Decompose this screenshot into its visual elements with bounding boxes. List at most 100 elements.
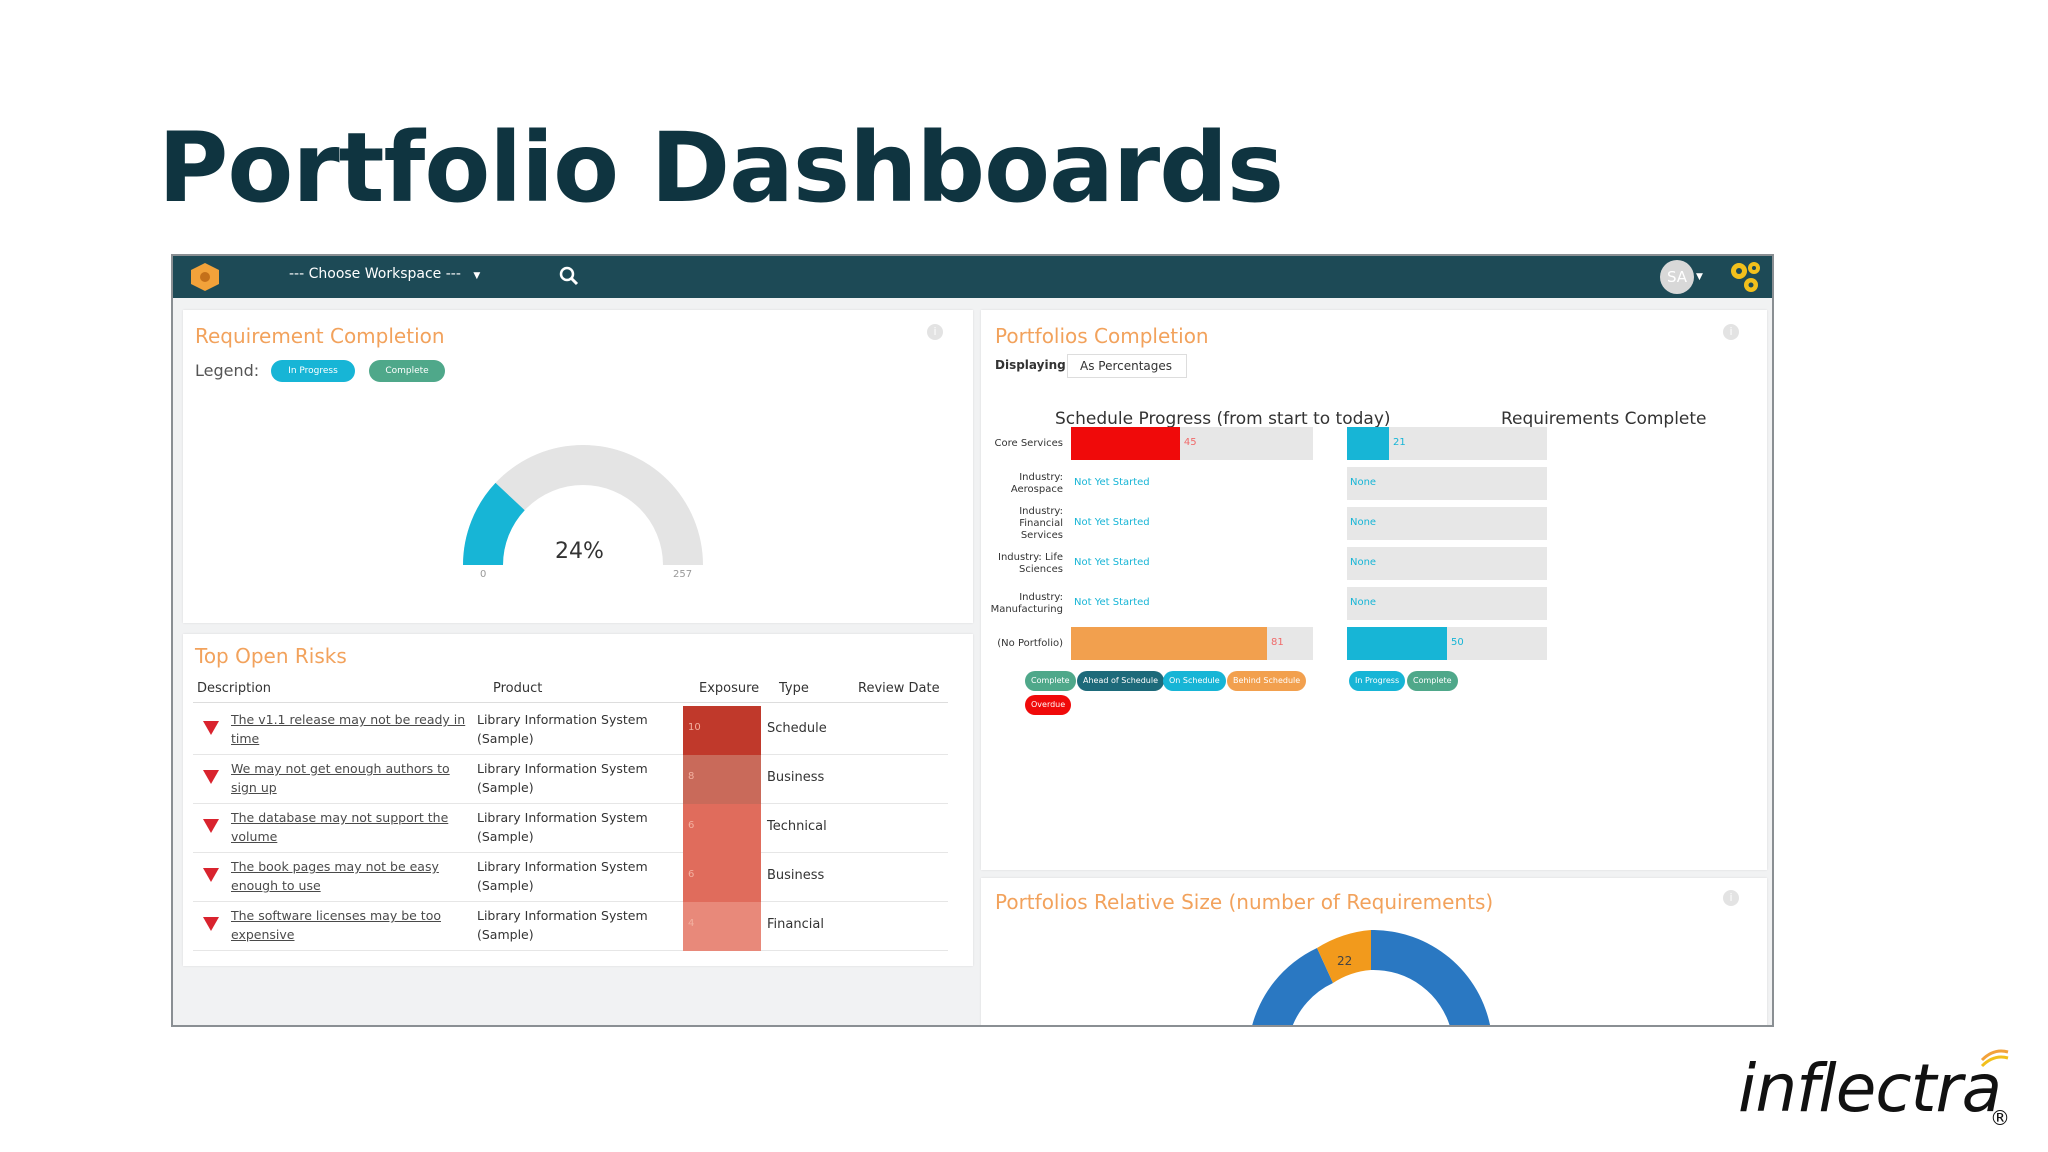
risk-exposure-cell: 8 xyxy=(683,755,761,804)
displaying-label: Displaying xyxy=(995,358,1066,372)
portfolios-relative-size-panel: Portfolios Relative Size (number of Requ… xyxy=(981,878,1767,1025)
info-icon[interactable]: i xyxy=(1723,324,1739,340)
requirements-legend-item: Complete xyxy=(1407,671,1458,691)
risk-exposure-cell: 4 xyxy=(683,902,761,951)
risk-description-link[interactable]: We may not get enough authors to sign up xyxy=(231,761,450,795)
info-icon[interactable]: i xyxy=(1723,890,1739,906)
schedule-progress-bar[interactable]: Not Yet Started xyxy=(1071,467,1313,500)
table-row[interactable]: The book pages may not be easy enough to… xyxy=(193,853,948,902)
requirements-bar-value: None xyxy=(1350,477,1377,488)
requirements-complete-bar[interactable]: None xyxy=(1347,507,1547,540)
requirements-bar-value: 50 xyxy=(1451,637,1464,648)
gauge-percent: 24% xyxy=(555,539,604,564)
risk-product: Library Information System (Sample) xyxy=(477,761,648,795)
avatar-chevron-icon[interactable]: ▼ xyxy=(1696,272,1703,282)
schedule-bar-fill xyxy=(1071,427,1180,460)
risk-exposure-value: 6 xyxy=(688,820,695,831)
gauge-track xyxy=(463,445,703,565)
donut-slice-label: 22 xyxy=(1337,954,1353,968)
portfolio-row-label: Industry: Aerospace xyxy=(1010,472,1063,495)
dashboard-screenshot: --- Choose Workspace --- ▼ SA ▼ Requirem… xyxy=(171,254,1774,1027)
schedule-progress-bar[interactable]: Not Yet Started xyxy=(1071,587,1313,620)
risk-type: Financial xyxy=(767,917,824,932)
col-product[interactable]: Product xyxy=(493,681,543,696)
legend-label: Legend: xyxy=(195,361,260,380)
schedule-bar-value: Not Yet Started xyxy=(1074,517,1150,528)
donut-slice-blue-right xyxy=(1371,930,1490,1025)
gauge-chart xyxy=(463,445,703,565)
schedule-progress-bar[interactable]: 81 xyxy=(1071,627,1313,660)
schedule-progress-bar[interactable]: Not Yet Started xyxy=(1071,507,1313,540)
risk-description-link[interactable]: The book pages may not be easy enough to… xyxy=(231,859,439,893)
schedule-progress-bar[interactable]: Not Yet Started xyxy=(1071,547,1313,580)
app-logo-icon[interactable] xyxy=(189,262,221,292)
gauge-min: 0 xyxy=(480,569,487,580)
risk-exposure-value: 6 xyxy=(688,869,695,880)
portfolio-row-label: Industry: Financial Services xyxy=(1019,506,1063,541)
portfolios-completion-panel: Portfolios Completion i Displaying As Pe… xyxy=(981,310,1767,870)
requirements-complete-bar[interactable]: None xyxy=(1347,467,1547,500)
donut-slice-orange xyxy=(1317,930,1371,983)
gauge-fill xyxy=(463,482,525,565)
table-row[interactable]: We may not get enough authors to sign up… xyxy=(193,755,948,804)
requirements-complete-bar[interactable]: 21 xyxy=(1347,427,1547,460)
risk-product: Library Information System (Sample) xyxy=(477,859,648,893)
inflectra-logo: inflectra xyxy=(1738,1050,2002,1127)
col-type[interactable]: Type xyxy=(779,681,809,696)
search-icon[interactable] xyxy=(557,264,581,288)
requirements-complete-bar[interactable]: 50 xyxy=(1347,627,1547,660)
workspace-dropdown[interactable]: --- Choose Workspace --- ▼ xyxy=(289,266,480,282)
gauge-max: 257 xyxy=(673,569,693,580)
risk-type: Business xyxy=(767,868,825,883)
risk-type: Technical xyxy=(767,819,827,834)
user-avatar[interactable]: SA xyxy=(1660,260,1694,294)
display-option-select[interactable]: As Percentages xyxy=(1067,354,1187,378)
risk-priority-icon xyxy=(203,917,219,931)
risk-priority-icon xyxy=(203,868,219,882)
portfolio-row-label: Industry: Life Sciences xyxy=(998,552,1063,575)
risk-type: Business xyxy=(767,770,825,785)
requirements-bar-value: None xyxy=(1350,557,1377,568)
panel-title: Top Open Risks xyxy=(195,644,347,668)
requirements-complete-bar[interactable]: None xyxy=(1347,547,1547,580)
risk-exposure-cell: 6 xyxy=(683,853,761,902)
risk-product: Library Information System (Sample) xyxy=(477,810,648,844)
risk-description-link[interactable]: The v1.1 release may not be ready in tim… xyxy=(231,712,466,746)
schedule-legend-item: On Schedule xyxy=(1163,671,1226,691)
info-icon[interactable]: i xyxy=(927,324,943,340)
panel-title: Portfolios Relative Size (number of Requ… xyxy=(995,890,1494,914)
table-row[interactable]: The v1.1 release may not be ready in tim… xyxy=(193,706,948,755)
risk-description-link[interactable]: The database may not support the volume xyxy=(231,810,449,844)
gear-icon[interactable] xyxy=(1727,259,1765,295)
schedule-bar-value: Not Yet Started xyxy=(1074,557,1150,568)
chevron-down-icon: ▼ xyxy=(473,271,481,281)
risk-description-link[interactable]: The software licenses may be too expensi… xyxy=(231,908,441,942)
schedule-legend-item: Overdue xyxy=(1025,695,1072,715)
risk-exposure-value: 10 xyxy=(688,722,701,733)
schedule-progress-bar[interactable]: 45 xyxy=(1071,427,1313,460)
requirements-bar-fill xyxy=(1347,627,1447,660)
donut-chart xyxy=(1252,930,1490,1025)
schedule-progress-header: Schedule Progress (from start to today) xyxy=(1055,409,1391,429)
top-open-risks-panel: Top Open Risks Description Product Expos… xyxy=(183,634,973,966)
workspace-label: --- Choose Workspace --- xyxy=(289,266,461,282)
panel-title: Requirement Completion xyxy=(195,324,445,348)
requirements-complete-bar[interactable]: None xyxy=(1347,587,1547,620)
requirements-complete-header: Requirements Complete xyxy=(1501,409,1707,429)
donut-slice-blue-left xyxy=(1252,948,1333,1025)
risk-priority-icon xyxy=(203,770,219,784)
portfolio-row-label: Industry: Manufacturing xyxy=(990,592,1063,615)
schedule-bar-fill xyxy=(1071,627,1268,660)
table-row[interactable]: The database may not support the volume L… xyxy=(193,804,948,853)
inflectra-swoosh-icon xyxy=(1980,1049,2009,1068)
portfolio-row-label: Core Services xyxy=(994,438,1064,449)
col-description[interactable]: Description xyxy=(197,681,272,696)
requirements-bar-value: None xyxy=(1350,597,1377,608)
col-review-date[interactable]: Review Date xyxy=(858,681,940,696)
table-row[interactable]: The software licenses may be too expensi… xyxy=(193,902,948,951)
risk-exposure-value: 4 xyxy=(688,918,695,929)
registered-mark: ® xyxy=(1990,1106,2010,1130)
col-exposure[interactable]: Exposure xyxy=(699,681,760,696)
requirements-legend-item: In Progress xyxy=(1349,671,1406,691)
